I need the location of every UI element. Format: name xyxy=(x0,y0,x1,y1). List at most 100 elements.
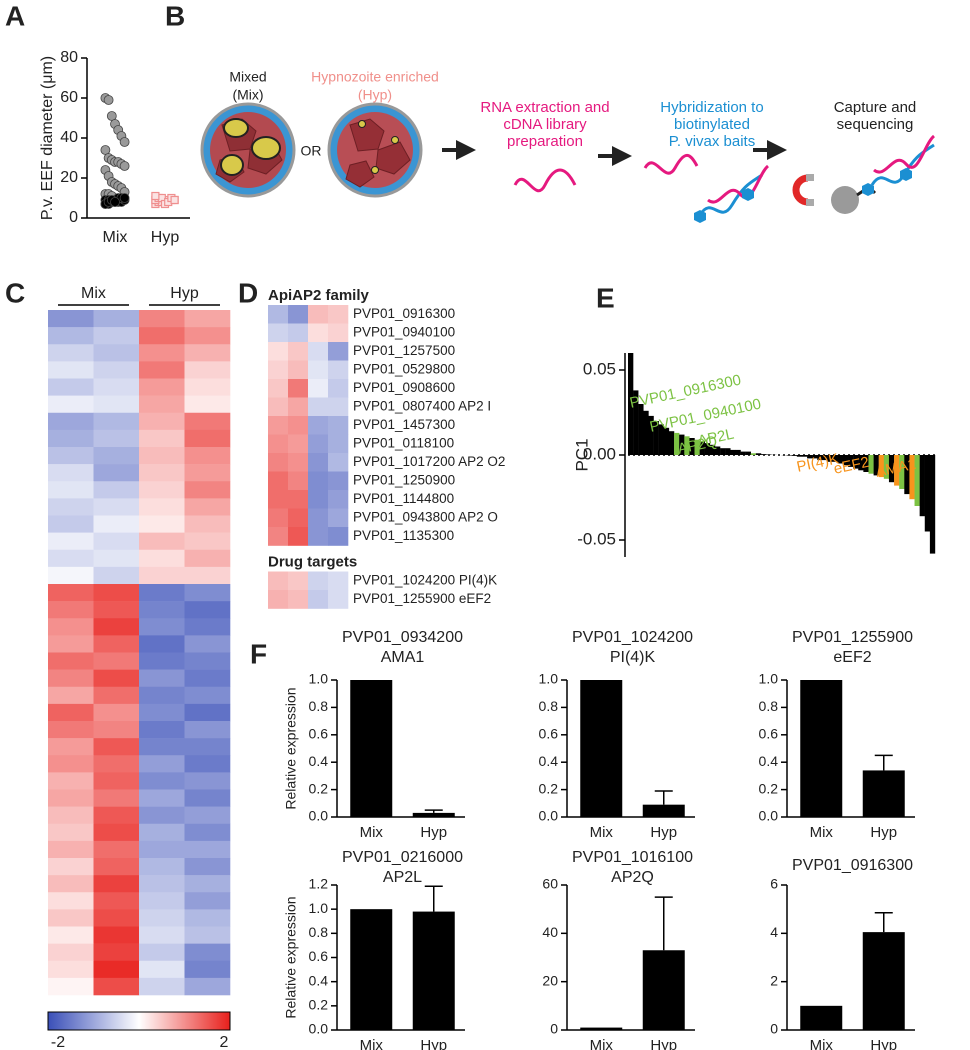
heatmap-cell xyxy=(139,652,185,670)
colorbar xyxy=(47,1011,231,1031)
heatmap-cell xyxy=(184,875,231,893)
heatmap-cell xyxy=(184,823,231,842)
heatmap-cell xyxy=(93,926,140,944)
data-point xyxy=(103,95,114,105)
heatmap-cell xyxy=(288,360,309,380)
heatmap-cell xyxy=(268,323,289,343)
step-label: RNA extraction and xyxy=(480,99,609,116)
bar xyxy=(761,454,767,455)
heatmap-cell xyxy=(139,703,185,722)
y-tick-label: 20 xyxy=(60,169,78,186)
heatmap-cell xyxy=(184,909,231,927)
heatmap-cell xyxy=(93,635,140,653)
heatmap-cell xyxy=(268,508,289,528)
bar xyxy=(862,932,905,1030)
heatmap-cell xyxy=(288,453,309,472)
heatmap-cell xyxy=(184,772,231,790)
heatmap-cell xyxy=(48,584,94,602)
bar xyxy=(725,448,731,455)
step-label: biotinylated xyxy=(674,116,750,133)
y-tick-label: 4 xyxy=(770,924,778,940)
x-tick-label: Mix xyxy=(590,1037,614,1050)
row-label: PVP01_0908600 xyxy=(353,380,455,395)
bar xyxy=(653,421,659,455)
bar xyxy=(745,451,751,455)
heatmap-cell xyxy=(48,858,94,876)
colorbar-tick-label: -2 xyxy=(51,1034,65,1050)
bar xyxy=(800,1005,843,1030)
heatmap-cell xyxy=(328,571,349,591)
heatmap-cell xyxy=(93,412,140,431)
heatmap-cell xyxy=(268,471,289,491)
heatmap-cell xyxy=(48,549,94,568)
chart-title: PI(4)K xyxy=(610,649,656,666)
heatmap-cell xyxy=(139,532,185,551)
heatmap-cell xyxy=(48,395,94,414)
bar xyxy=(904,455,910,495)
heatmap-cell xyxy=(184,515,231,533)
sample-label: Hypnozoite enriched xyxy=(311,69,439,85)
heatmap-cell xyxy=(93,361,140,379)
y-tick-label: 0.6 xyxy=(539,726,559,742)
heatmap-cell xyxy=(184,703,231,722)
bar xyxy=(791,455,798,456)
bar xyxy=(720,448,726,455)
x-tick-label: Hyp xyxy=(870,824,897,841)
bar xyxy=(642,804,685,817)
step-label: preparation xyxy=(507,133,583,150)
bar xyxy=(740,451,746,455)
heatmap-cell xyxy=(139,378,185,396)
heatmap-cell xyxy=(184,892,231,910)
heatmap-cell xyxy=(93,721,140,739)
y-tick-label: 60 xyxy=(542,876,558,892)
panel-b: B Mixed (Mix) Hypnozoite enriched (Hyp) … xyxy=(165,0,936,223)
bar xyxy=(888,455,895,483)
step-label: P. vivax baits xyxy=(669,133,755,150)
heatmap-cell xyxy=(308,434,329,454)
heatmap-cell xyxy=(184,395,231,414)
heatmap-cell xyxy=(48,344,94,362)
heatmap-cell xyxy=(48,310,94,328)
heatmap-cell xyxy=(93,566,140,585)
heatmap-cell xyxy=(139,686,185,705)
panel-letter: A xyxy=(5,0,25,31)
heatmap-cell xyxy=(184,840,231,859)
bar xyxy=(827,455,833,462)
heatmap-cell xyxy=(48,429,94,448)
heatmap-cell xyxy=(93,703,140,722)
heatmap-cell xyxy=(308,360,329,380)
bar xyxy=(689,438,695,455)
heatmap-cell xyxy=(48,926,94,944)
y-tick-label: 0.2 xyxy=(759,780,779,796)
heatmap-cell xyxy=(139,566,185,585)
heatmap-cell xyxy=(268,527,289,546)
chart-title: PVP01_0216000 xyxy=(342,849,463,866)
bar xyxy=(755,453,762,455)
heatmap-cell xyxy=(184,977,231,996)
heatmap-cell xyxy=(139,789,185,807)
heatmap-cell xyxy=(139,772,185,790)
heatmap-cell xyxy=(139,840,185,859)
chart-title: PVP01_1024200 xyxy=(572,629,693,646)
heatmap-cell xyxy=(93,943,140,962)
heatmap-cell xyxy=(48,943,94,962)
heatmap-cell xyxy=(93,858,140,876)
x-tick-label: Hyp xyxy=(420,824,447,841)
y-tick-label: 0.0 xyxy=(309,1021,329,1037)
step-label: Capture and xyxy=(834,99,917,116)
heatmap-cell xyxy=(308,342,329,361)
row-label: PVP01_0940100 xyxy=(353,324,455,339)
heatmap-cell xyxy=(328,434,349,454)
culture-well xyxy=(327,102,423,198)
x-tick-label: Hyp xyxy=(151,229,180,246)
heatmap-cell xyxy=(288,416,309,435)
heatmap-cell xyxy=(93,669,140,688)
heatmap-cell xyxy=(139,943,185,962)
y-tick-label: 0.4 xyxy=(759,753,779,769)
heatmap-cell xyxy=(184,960,231,979)
bar xyxy=(350,680,393,817)
chart-title: AP2L xyxy=(383,869,422,886)
heatmap-cell xyxy=(48,652,94,670)
heatmap-cell xyxy=(139,429,185,448)
heatmap-cell xyxy=(308,508,329,528)
